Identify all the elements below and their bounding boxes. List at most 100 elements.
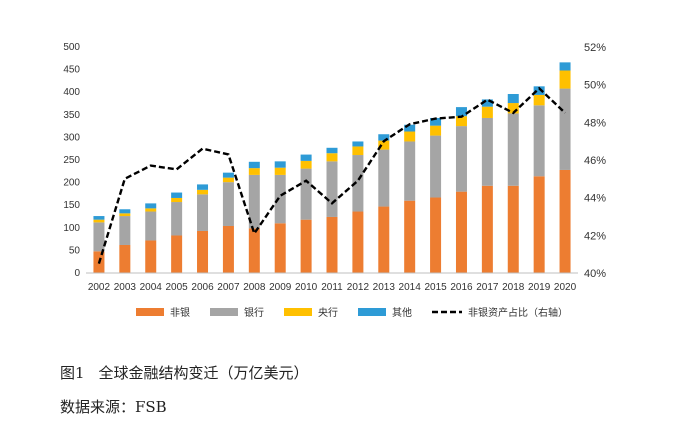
y-left-tick-label: 500 (63, 42, 80, 53)
bar-segment-1 (93, 222, 105, 252)
x-tick-label: 2016 (450, 282, 473, 293)
y-right-tick-label: 44% (584, 193, 606, 205)
bar-segment-3 (171, 192, 183, 198)
bar-segment-3 (481, 99, 493, 107)
bar-segment-2 (171, 197, 183, 203)
x-tick-label: 2004 (140, 282, 163, 293)
legend-swatch-1 (210, 308, 238, 316)
bar-segment-0 (455, 191, 467, 273)
bar-segment-1 (481, 117, 493, 186)
bar-segment-1 (507, 113, 519, 186)
bar-segment-0 (326, 216, 338, 273)
bar-segment-0 (119, 244, 131, 273)
x-tick-label: 2009 (269, 282, 292, 293)
legend: 非银 银行 央行 其他 非银资产占比（右轴） (136, 306, 568, 319)
y-right-tick-label: 52% (584, 42, 606, 54)
bar-segment-1 (533, 105, 545, 177)
bar-segment-3 (326, 147, 338, 154)
bar-segment-1 (171, 202, 183, 236)
y-left-tick-label: 300 (63, 132, 80, 143)
y-right-tick-label: 46% (584, 155, 606, 167)
x-tick-label: 2010 (295, 282, 318, 293)
bar-segment-1 (274, 174, 286, 224)
bar-segment-0 (559, 169, 571, 273)
bar-segment-2 (145, 208, 157, 212)
bar-segment-3 (119, 209, 131, 214)
bar-segment-2 (197, 189, 209, 195)
bar-segment-2 (300, 160, 312, 169)
bar-segment-2 (481, 106, 493, 118)
bar-segment-1 (197, 194, 209, 231)
y-left-tick-label: 0 (74, 268, 80, 279)
y-right-tick-label: 50% (584, 80, 606, 92)
bar-segment-0 (300, 219, 312, 273)
bar-segment-3 (559, 62, 571, 71)
bar-segment-2 (119, 213, 131, 217)
bar-segment-1 (326, 161, 338, 217)
x-tick-label: 2020 (554, 282, 577, 293)
y-right-tick-label: 42% (584, 230, 606, 242)
x-tick-label: 2005 (166, 282, 189, 293)
bar-segment-1 (404, 141, 416, 201)
x-tick-label: 2006 (191, 282, 214, 293)
bar-segment-3 (145, 203, 157, 209)
bar-segment-1 (222, 182, 234, 226)
bar-segment-0 (145, 240, 157, 273)
x-tick-label: 2007 (217, 282, 240, 293)
bar-segment-1 (378, 149, 390, 207)
bar-segment-1 (300, 168, 312, 220)
y-left-tick-label: 50 (69, 245, 81, 256)
bar-segment-2 (93, 219, 105, 223)
bar-segment-1 (455, 126, 467, 192)
bar-segment-3 (93, 216, 105, 220)
legend-label: 其他 (392, 306, 412, 319)
bar-segment-2 (274, 167, 286, 175)
legend-label: 非银资产占比（右轴） (468, 306, 568, 319)
figure-caption-text: 全球金融结构变迁（万亿美元） (98, 364, 309, 382)
legend-label: 非银 (170, 306, 190, 319)
bar-segment-3 (222, 172, 234, 178)
bar-segment-0 (222, 225, 234, 273)
bar-segment-3 (430, 117, 442, 126)
bar-segment-3 (248, 161, 260, 169)
bar-segment-2 (326, 153, 338, 162)
bar-segment-0 (248, 228, 260, 273)
bar-segment-3 (533, 86, 545, 95)
chart: 0 50 100 150 200 250 300 350 400 450 500 40% 42% 44%… (63, 42, 606, 319)
bar-segment-3 (404, 124, 416, 132)
legend-swatch-3 (358, 308, 386, 316)
bar-segment-3 (352, 141, 364, 147)
bar-segment-0 (481, 185, 493, 273)
bar-segment-1 (145, 211, 157, 241)
x-axis: 2002 2003 2004 2005 2006 2007 2008 2009 2010 2011… (88, 282, 577, 293)
x-tick-label: 2017 (476, 282, 499, 293)
bar-segment-1 (119, 216, 131, 245)
bar-segment-3 (507, 94, 519, 104)
legend-swatch-2 (284, 308, 312, 316)
figure-number: 图1 (60, 364, 85, 382)
y-left-tick-label: 400 (63, 87, 80, 98)
bar-segment-0 (378, 206, 390, 273)
bar-segment-0 (352, 211, 364, 273)
y-left-tick-label: 250 (63, 155, 80, 166)
x-tick-label: 2014 (399, 282, 422, 293)
x-tick-label: 2013 (373, 282, 396, 293)
bar-segment-3 (197, 184, 209, 190)
legend-label: 银行 (244, 306, 264, 319)
y-right-axis: 40% 42% 44% 46% 48% 50% 52% (584, 42, 606, 280)
x-tick-label: 2018 (502, 282, 525, 293)
x-tick-label: 2011 (321, 282, 343, 293)
y-left-tick-label: 150 (63, 200, 80, 211)
x-tick-label: 2019 (528, 282, 551, 293)
y-left-tick-label: 200 (63, 178, 80, 189)
bar-segment-2 (430, 125, 442, 136)
x-tick-label: 2002 (88, 282, 111, 293)
bar-segment-2 (352, 146, 364, 156)
x-tick-label: 2008 (243, 282, 266, 293)
bar-segment-2 (378, 140, 390, 150)
y-right-tick-label: 40% (584, 268, 606, 280)
legend-label: 央行 (318, 306, 338, 319)
bar-segment-1 (352, 155, 364, 212)
legend-swatch-0 (136, 308, 164, 316)
y-left-tick-label: 350 (63, 110, 80, 121)
